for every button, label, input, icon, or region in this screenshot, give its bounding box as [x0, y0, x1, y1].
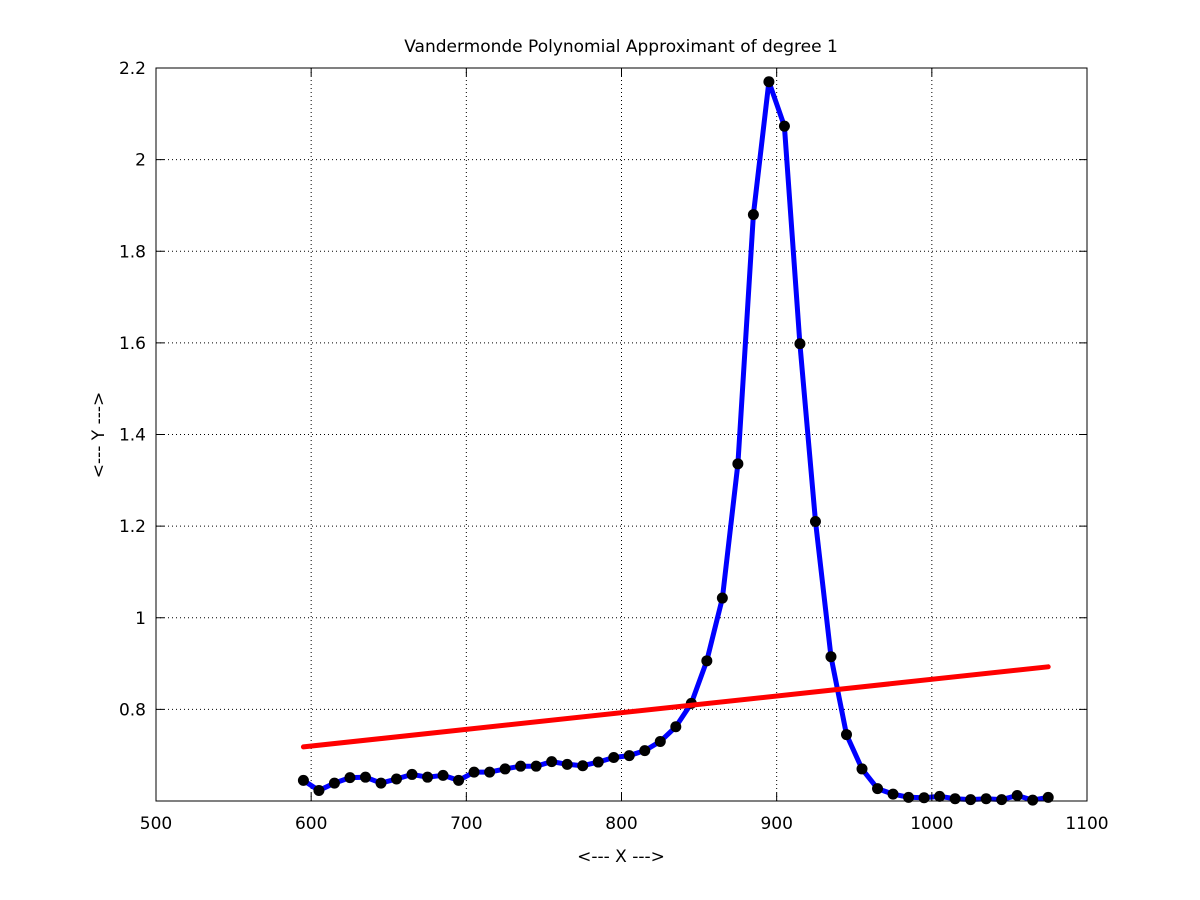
data-point — [732, 458, 744, 470]
y-tick-label: 1.6 — [119, 334, 146, 354]
data-point — [623, 750, 635, 762]
x-tick-label: 900 — [760, 814, 792, 834]
data-point — [856, 763, 868, 775]
data-point — [949, 793, 961, 805]
x-tick-label: 600 — [295, 814, 327, 834]
data-point — [468, 766, 480, 778]
data-point — [934, 790, 946, 802]
y-tick-label: 1.4 — [119, 426, 146, 446]
data-point — [437, 769, 449, 781]
data-point — [794, 338, 806, 350]
y-tick-label: 0.8 — [119, 700, 146, 720]
data-point — [608, 751, 620, 763]
data-point — [546, 756, 558, 768]
approximant-line — [300, 664, 1051, 750]
data-point — [809, 516, 821, 528]
series-layer — [297, 76, 1054, 806]
data-point — [391, 773, 403, 785]
y-tick-label: 1.8 — [119, 242, 146, 262]
chart-title: Vandermonde Polynomial Approximant of de… — [404, 37, 838, 57]
x-tick-label: 1100 — [1065, 814, 1108, 834]
data-point — [375, 777, 387, 789]
data-point — [359, 771, 371, 783]
data-point — [344, 772, 356, 784]
data-point — [654, 735, 666, 747]
data-point — [530, 760, 542, 772]
data-point — [825, 651, 837, 663]
data-point — [453, 774, 465, 786]
data-point — [778, 120, 790, 132]
data-point — [592, 756, 604, 768]
data-point — [840, 729, 852, 741]
y-axis-label: <--- Y ---> — [89, 392, 109, 479]
data-point — [965, 794, 977, 806]
data-point — [406, 768, 418, 780]
data-point — [763, 76, 775, 88]
ticks: 500 600 700 800 900 1000 1100 0.8 1 1.2 1.4 1.6 1.8 2… — [119, 59, 1109, 834]
data-point — [515, 760, 527, 772]
data-point — [484, 766, 496, 778]
y-tick-label: 2 — [135, 151, 146, 171]
x-tick-label: 800 — [605, 814, 637, 834]
data-point — [747, 209, 759, 221]
data-point — [872, 783, 884, 795]
data-point — [313, 784, 325, 796]
y-tick-label: 2.2 — [119, 59, 146, 79]
x-tick-label: 500 — [140, 814, 172, 834]
y-tick-label: 1 — [135, 609, 146, 629]
data-point — [577, 760, 589, 772]
data-point — [918, 792, 930, 804]
data-point — [297, 774, 309, 786]
plot-area — [156, 68, 1087, 801]
data-point — [499, 763, 511, 775]
x-tick-label: 1000 — [910, 814, 953, 834]
data-point — [639, 745, 651, 757]
x-axis-label: <--- X ---> — [577, 847, 665, 867]
x-tick-label: 700 — [450, 814, 482, 834]
data-point — [422, 771, 434, 783]
y-tick-label: 1.2 — [119, 517, 146, 537]
data-point — [980, 793, 992, 805]
data-point — [903, 791, 915, 803]
data-point — [1027, 794, 1039, 806]
data-point — [996, 794, 1008, 806]
data-point — [1011, 790, 1023, 802]
data-point — [670, 721, 682, 733]
data-point — [1042, 791, 1054, 803]
data-point — [887, 788, 899, 800]
data-point — [701, 655, 713, 667]
data-point — [716, 592, 728, 604]
data-point — [561, 758, 573, 770]
data-point — [328, 777, 340, 789]
